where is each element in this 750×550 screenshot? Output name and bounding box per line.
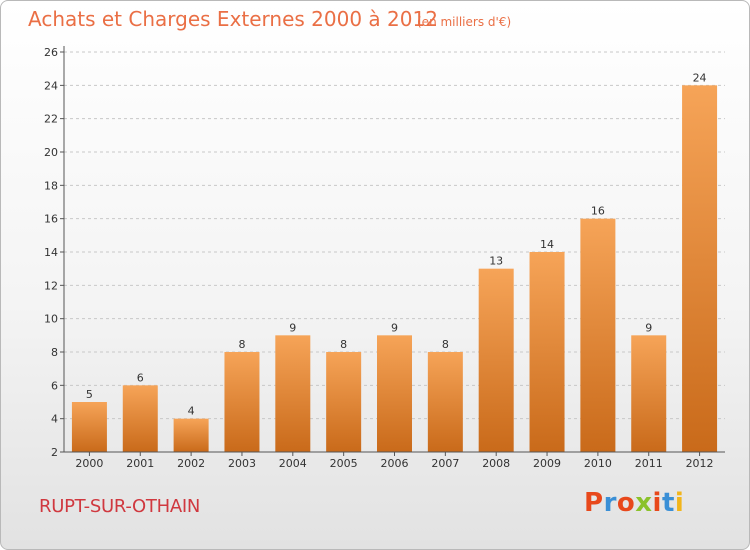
brand-logo[interactable]: Proxiti — [584, 488, 684, 518]
bar — [478, 268, 514, 452]
brand-letter: i — [652, 488, 662, 518]
y-tick-label: 16 — [44, 213, 58, 226]
chart-unit: (en milliers d'€) — [417, 15, 512, 29]
bar — [529, 252, 565, 452]
labels: 2468101214161820222426520006200142002820… — [44, 46, 714, 470]
y-tick-label: 20 — [44, 146, 58, 159]
bar — [377, 335, 412, 452]
x-tick-label: 2011 — [635, 457, 663, 470]
y-tick-label: 18 — [44, 179, 58, 192]
x-tick-label: 2006 — [381, 457, 409, 470]
bar-value-label: 9 — [391, 321, 398, 334]
bar-value-label: 8 — [442, 338, 449, 351]
y-tick-label: 14 — [44, 246, 58, 259]
bar — [71, 402, 107, 452]
brand-letter: x — [635, 488, 653, 518]
commune-name: RUPT-SUR-OTHAIN — [39, 496, 201, 517]
bar-value-label: 4 — [188, 405, 195, 418]
x-tick-label: 2002 — [177, 457, 205, 470]
x-tick-label: 2000 — [75, 457, 103, 470]
y-tick-label: 24 — [44, 79, 58, 92]
bar-value-label: 8 — [340, 338, 347, 351]
x-tick-label: 2008 — [482, 457, 510, 470]
x-tick-label: 2005 — [330, 457, 358, 470]
bar-value-label: 13 — [489, 255, 503, 268]
bar — [580, 218, 616, 452]
bar-value-label: 6 — [137, 371, 144, 384]
axes — [60, 46, 725, 456]
bar — [427, 352, 463, 452]
y-tick-label: 10 — [44, 313, 58, 326]
bar-value-label: 24 — [693, 71, 707, 84]
x-tick-label: 2010 — [584, 457, 612, 470]
bar-value-label: 16 — [591, 205, 605, 218]
brand-letter: r — [603, 488, 617, 518]
x-tick-label: 2001 — [126, 457, 154, 470]
bar-value-label: 5 — [86, 388, 93, 401]
x-tick-label: 2003 — [228, 457, 256, 470]
bar — [682, 85, 718, 452]
chart-title: Achats et Charges Externes 2000 à 2012 — [28, 7, 438, 31]
brand-letter: o — [616, 488, 636, 518]
bar — [326, 352, 362, 452]
bar — [122, 385, 158, 452]
bars — [71, 85, 718, 452]
bar-value-label: 9 — [645, 321, 652, 334]
y-tick-label: 8 — [51, 346, 58, 359]
x-tick-label: 2007 — [431, 457, 459, 470]
x-tick-label: 2004 — [279, 457, 307, 470]
y-tick-label: 12 — [44, 279, 58, 292]
bar-value-label: 14 — [540, 238, 554, 251]
bar-value-label: 9 — [289, 321, 296, 334]
y-tick-label: 6 — [51, 379, 58, 392]
brand-letter: t — [661, 488, 675, 518]
brand-letter: i — [674, 488, 685, 518]
bar — [631, 335, 667, 452]
y-tick-label: 2 — [51, 446, 58, 459]
x-tick-label: 2009 — [533, 457, 561, 470]
y-tick-label: 4 — [51, 413, 58, 426]
bar-value-label: 8 — [238, 338, 245, 351]
bar — [173, 418, 209, 452]
bar — [275, 335, 311, 452]
y-tick-label: 22 — [44, 113, 58, 126]
y-tick-label: 26 — [44, 46, 58, 59]
brand-letter: P — [584, 488, 604, 518]
x-tick-label: 2012 — [686, 457, 714, 470]
bar — [224, 352, 260, 452]
